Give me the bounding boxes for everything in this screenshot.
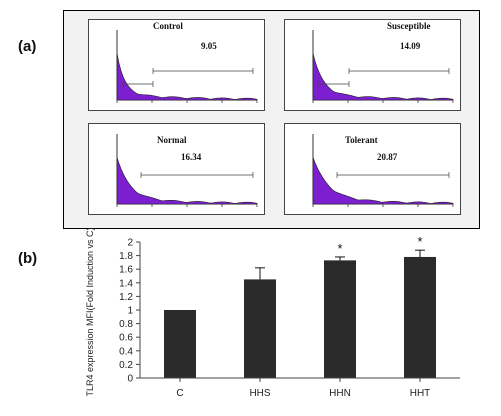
histogram-plot [116, 134, 258, 207]
histogram-percentage: 14.09 [400, 41, 421, 51]
bar-hht [404, 256, 436, 378]
histogram-curve [312, 53, 454, 101]
histogram-panel-tolerant: Tolerant 20.87 [284, 123, 461, 215]
histogram-title: Susceptible [387, 21, 431, 31]
y-tick-label: 1.4 [119, 278, 133, 289]
histogram-curve [116, 157, 258, 205]
y-tick-label: 1.8 [119, 251, 133, 262]
panel-label-a: (a) [18, 38, 37, 55]
y-tick-label: 0.2 [119, 360, 133, 371]
histogram-percentage: 9.05 [201, 41, 217, 51]
histogram-title: Normal [157, 135, 187, 145]
y-tick-label: 0.4 [119, 346, 133, 357]
bar-hhn [324, 260, 356, 378]
tlr4-bar-chart: 00.20.40.60.811.21.41.61.82 * * C HHS HHN HH… [85, 228, 460, 399]
x-tick-label: HHT [410, 388, 431, 399]
y-axis: 0 0.2 0.4 0.6 0.8 1 1.2 1.4 1.6 1.8 2 [119, 238, 141, 385]
y-tick-label: 1.2 [119, 292, 133, 303]
significance-marker-hhn: * [337, 241, 342, 256]
x-tick-label: HHN [329, 388, 351, 399]
y-tick-label: 1 [127, 306, 133, 317]
histogram-percentage: 20.87 [377, 152, 398, 162]
x-axis: C HHS HHN HHT [140, 377, 460, 399]
histogram-curve [116, 53, 258, 101]
flow-cytometry-figure: Control 9.05 Susceptible 14.09 Normal 16… [63, 10, 480, 229]
histogram-title: Control [153, 21, 183, 31]
bar-hhs [244, 279, 276, 378]
x-tick-label: HHS [249, 388, 270, 399]
histogram-curve [312, 157, 454, 205]
histogram-plot [312, 30, 454, 103]
panel-label-b: (b) [18, 250, 38, 267]
y-tick-label: 0 [127, 374, 133, 385]
histogram-title: Tolerant [345, 135, 378, 145]
y-axis-title: TLR4 expression MFI(Fold Induction vs C) [85, 228, 95, 397]
x-tick-label: C [176, 388, 183, 399]
histogram-panel-control: Control 9.05 [88, 19, 265, 111]
bar-c [164, 310, 196, 378]
y-tick-label: 0.6 [119, 333, 133, 344]
bars: * * [164, 234, 436, 378]
y-tick-label: 0.8 [119, 319, 133, 330]
significance-marker-hht: * [417, 234, 422, 249]
histogram-percentage: 16.34 [181, 152, 202, 162]
histogram-panel-normal: Normal 16.34 [88, 123, 265, 215]
histogram-panel-susceptible: Susceptible 14.09 [284, 19, 461, 111]
histogram-plot [116, 30, 258, 103]
y-tick-label: 1.6 [119, 265, 133, 276]
y-tick-label: 2 [127, 238, 133, 249]
histogram-plot [312, 134, 454, 207]
